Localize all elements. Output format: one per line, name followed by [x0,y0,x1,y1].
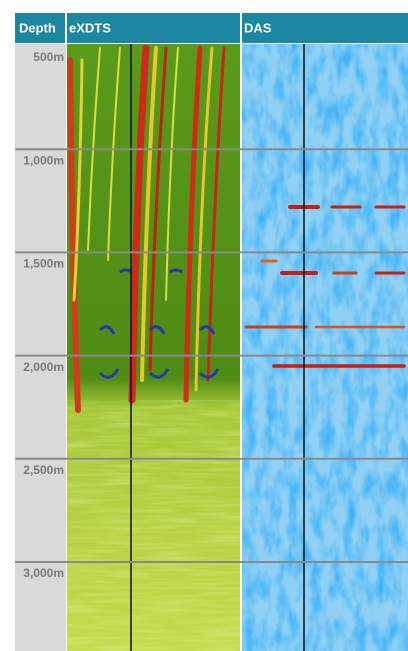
depth-label: 2,500m [23,463,64,477]
depth-label: 2,000m [23,360,64,374]
header-bar [15,13,408,43]
depth-track [15,44,66,651]
header-exdts: eXDTS [69,20,111,35]
header-depth: Depth [19,20,56,35]
das-panel [242,44,408,651]
exdts-panel [67,44,240,651]
exdts-texture [67,400,240,651]
depth-label: 1,000m [23,153,64,167]
exdts-blue-marks [98,268,220,379]
das-texture [242,44,408,651]
header-das: DAS [244,20,272,35]
depth-label: 3,000m [23,566,64,580]
depth-label: 500m [33,50,64,64]
depth-label: 1,500m [23,257,64,271]
